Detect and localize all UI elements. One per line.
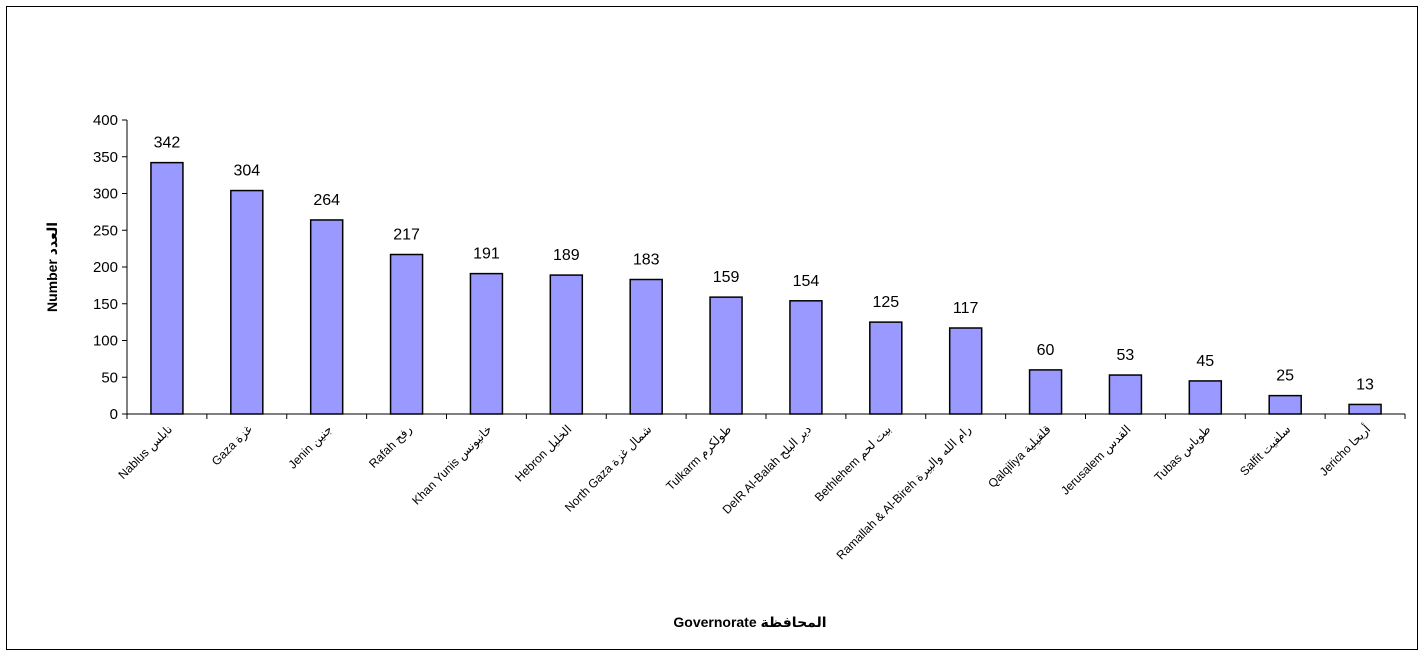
- data-label: 189: [553, 247, 580, 264]
- bars: [150, 161, 1382, 415]
- bar: [389, 253, 424, 415]
- x-category-label: Nablus نابلس: [115, 422, 175, 482]
- x-category-label: Rafah رفح: [366, 422, 415, 471]
- bar: [549, 274, 584, 415]
- data-label: 217: [393, 227, 420, 244]
- x-category-label: Hebron الخليل: [512, 422, 574, 484]
- x-category-label: Gaza غزة: [209, 422, 256, 469]
- category-labels: Nablus نابلس Gaza غزة Jenin جنين Rafah رفحK…: [115, 422, 1373, 564]
- x-category-label: Salfit سلفيت: [1237, 422, 1293, 478]
- x-axis-title: Governorate المحافظة: [673, 614, 826, 630]
- x-category-label: Jerusalem القدس: [1058, 422, 1134, 498]
- y-tick-label: 350: [93, 149, 118, 166]
- y-tick-label: 400: [93, 112, 118, 129]
- x-category-label: Tulkarm طولكرم: [663, 422, 735, 494]
- data-label: 125: [872, 294, 899, 311]
- chart-area: 0 50 100 150 200 250 300 350 400 342 304 264 217 191…: [6, 6, 1418, 650]
- data-label: 304: [233, 163, 260, 180]
- bar: [1348, 403, 1382, 415]
- y-tick-label: 50: [101, 369, 118, 386]
- x-category-label: Bethlehem بيت لحم: [812, 422, 894, 504]
- x-category-label: Qalqiliya قلقيلية: [985, 422, 1053, 490]
- bar: [869, 321, 903, 415]
- x-category-label: Tubas طوباس: [1151, 422, 1214, 485]
- bar: [1028, 369, 1063, 415]
- data-label: 13: [1356, 376, 1374, 393]
- y-tick-label: 250: [93, 222, 118, 239]
- bar: [1268, 394, 1302, 415]
- y-tick-label: 300: [93, 186, 118, 203]
- data-label: 60: [1037, 342, 1055, 359]
- x-category-label: North Gaza شمال غزة: [562, 422, 655, 515]
- bar-chart: 0 50 100 150 200 250 300 350 400 342 304 264 217 191…: [44, 112, 1406, 630]
- data-label: 342: [154, 135, 181, 152]
- x-category-label: Jenin جنين: [285, 422, 335, 472]
- bar: [789, 300, 823, 415]
- y-tick-label: 100: [93, 333, 118, 350]
- bar: [709, 296, 743, 415]
- bar: [948, 327, 983, 415]
- bar: [1108, 374, 1143, 415]
- data-label: 154: [793, 273, 820, 290]
- data-label: 159: [713, 269, 740, 286]
- bar: [469, 272, 504, 415]
- data-label: 53: [1117, 347, 1135, 364]
- bar: [230, 189, 264, 415]
- data-label: 183: [633, 251, 660, 268]
- bar: [150, 161, 184, 415]
- bar: [629, 278, 663, 415]
- y-tick-label: 200: [93, 259, 118, 276]
- data-label: 264: [313, 192, 340, 209]
- y-tick-label: 150: [93, 296, 118, 313]
- data-label: 25: [1276, 368, 1294, 385]
- y-axis-title: Number العدد: [44, 222, 60, 312]
- data-label: 45: [1196, 353, 1214, 370]
- bar: [309, 219, 344, 415]
- y-tick-label: 0: [110, 406, 118, 423]
- data-label: 117: [953, 300, 979, 317]
- bar: [1188, 380, 1223, 415]
- data-label: 191: [473, 246, 500, 263]
- x-category-label: DeIR Al-Balah دير البلح: [720, 422, 815, 517]
- data-labels: 342 304 264 217 191 189 183 159 154 125 117 60 53 45 2…: [154, 135, 1374, 394]
- y-ticks: 0 50 100 150 200 250 300 350 400: [93, 112, 1406, 423]
- x-category-label: Ramallah & Al-Bireh رام الله والبيرة: [834, 422, 975, 563]
- x-category-label: Jericho أريحا: [1316, 422, 1374, 480]
- x-category-label: Khan Yunis خانيونس: [409, 422, 495, 508]
